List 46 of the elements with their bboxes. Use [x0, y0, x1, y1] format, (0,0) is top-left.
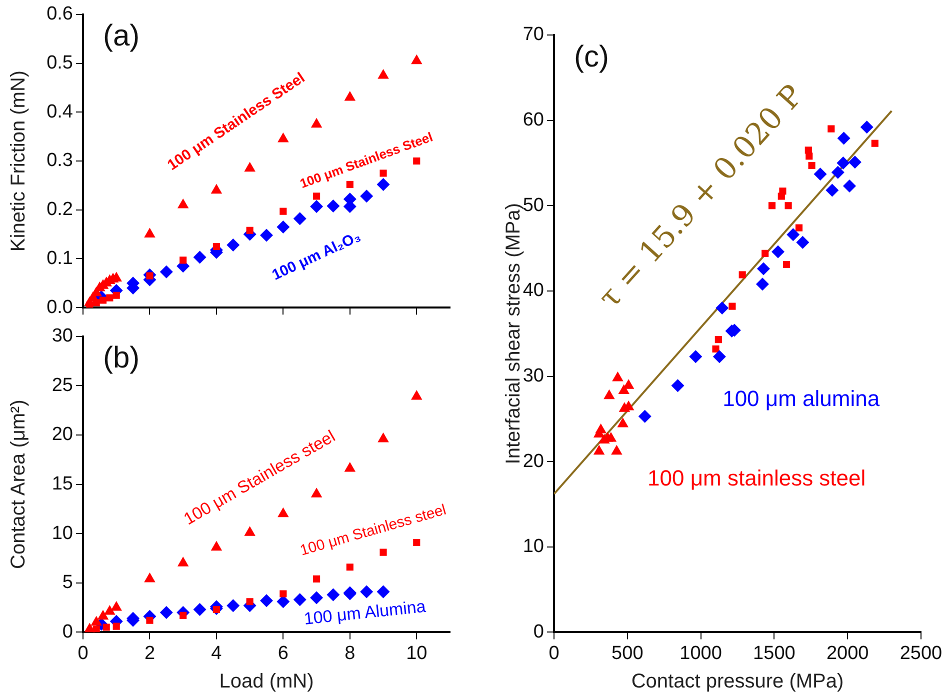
y-tick-label: 10	[52, 522, 73, 544]
y-axis-title: Kinetic Friction (mN)	[8, 70, 30, 252]
y-tick-label: 0.3	[46, 150, 73, 172]
y-tick-label: 0.6	[46, 4, 73, 25]
y-tick-label: 30	[52, 326, 73, 347]
y-tick-label: 0.5	[46, 52, 73, 74]
y-tick-label: 20	[522, 450, 544, 472]
chart-title: (c)	[574, 40, 609, 74]
y-tick-label: 0.4	[46, 101, 74, 122]
y-tick-label: 5	[62, 572, 73, 594]
x-tick-label: 1500	[753, 642, 796, 664]
text: 100 μm Alumina	[303, 596, 428, 628]
y-tick-label: 60	[522, 110, 544, 131]
chart-title: (a)	[103, 20, 140, 53]
x-tick-label: 0	[548, 642, 560, 664]
y-tick-label: 0	[62, 621, 73, 642]
y-tick-label: 25	[52, 374, 73, 396]
x-tick-label: 4	[211, 642, 222, 664]
x-tick-label: 10	[406, 642, 428, 664]
x-tick-label: 6	[278, 642, 288, 664]
y-tick-label: 40	[522, 280, 544, 302]
y-tick-label: 0.0	[46, 296, 73, 318]
x-tick-label: 0	[78, 642, 88, 664]
y-axis-title: Contact Area (μm²)	[8, 400, 30, 569]
chart-title: (b)	[103, 342, 140, 375]
y-tick-label: 0.2	[46, 199, 73, 220]
x-tick-label: 8	[344, 642, 356, 664]
x-tick-label: 500	[612, 642, 644, 664]
y-tick-label: 10	[522, 536, 544, 558]
y-tick-label: 0	[533, 621, 544, 642]
y-tick-label: 70	[522, 24, 544, 46]
text: 100 μm Al₂O₃	[269, 228, 364, 284]
x-tick-label: 2	[144, 642, 156, 664]
series-label: 100 μm stainless steel	[648, 466, 866, 491]
x-tick-label: 1000	[680, 642, 722, 664]
series-label: 100 μm alumina	[722, 386, 880, 412]
x-tick-label: 2000	[826, 642, 869, 664]
y-tick-label: 50	[522, 194, 544, 216]
y-tick-label: 30	[522, 365, 544, 386]
y-tick-label: 15	[52, 474, 73, 495]
x-axis-title: Load (mN)	[219, 670, 314, 693]
y-tick-label: 0.1	[46, 248, 73, 269]
x-tick-label: 2500	[900, 642, 942, 664]
text: 100 μm Stainless steel	[298, 501, 448, 560]
y-tick-label: 20	[52, 424, 73, 446]
x-axis-title: Contact pressure (MPa)	[631, 670, 844, 693]
